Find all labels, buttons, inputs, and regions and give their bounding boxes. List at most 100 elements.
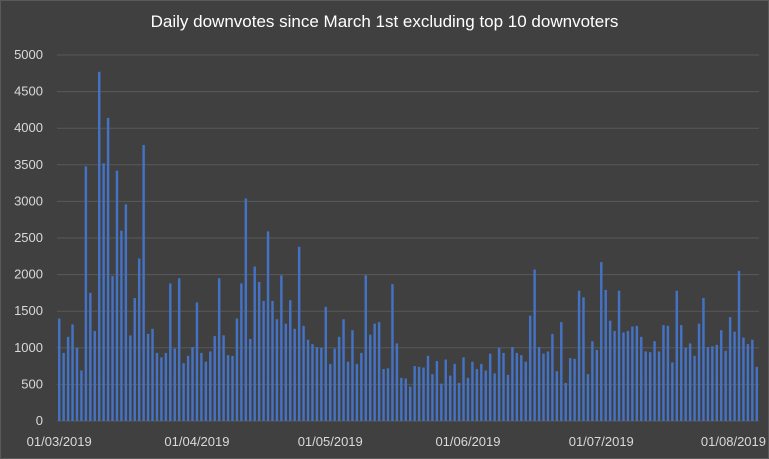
bar bbox=[195, 302, 199, 421]
bar bbox=[608, 320, 612, 421]
bar bbox=[671, 362, 674, 421]
bar bbox=[346, 361, 350, 421]
bar bbox=[142, 145, 145, 422]
bar bbox=[626, 330, 630, 421]
bar bbox=[369, 334, 372, 421]
bar bbox=[271, 300, 274, 421]
bar bbox=[377, 322, 381, 421]
bar bbox=[431, 374, 434, 421]
bar bbox=[311, 344, 314, 421]
bar bbox=[173, 348, 176, 421]
bar bbox=[93, 330, 96, 421]
x-tick-label: 01/05/2019 bbox=[298, 434, 363, 449]
bar bbox=[280, 275, 283, 421]
bar bbox=[315, 347, 319, 421]
bar bbox=[697, 323, 701, 421]
bar bbox=[306, 339, 310, 421]
bar bbox=[395, 343, 399, 421]
bar bbox=[151, 328, 154, 421]
bar bbox=[564, 382, 567, 421]
bar bbox=[400, 377, 403, 421]
bar bbox=[373, 323, 376, 421]
bar bbox=[457, 382, 461, 421]
bar bbox=[324, 306, 328, 421]
bar bbox=[404, 378, 407, 421]
bar bbox=[164, 352, 168, 421]
bar bbox=[106, 117, 110, 421]
bar bbox=[635, 325, 639, 421]
bar bbox=[742, 337, 745, 421]
bar bbox=[488, 353, 492, 421]
x-tick-label: 01/06/2019 bbox=[435, 434, 500, 449]
bar bbox=[342, 319, 345, 421]
bar bbox=[231, 355, 234, 421]
bar bbox=[640, 336, 643, 421]
bar bbox=[528, 315, 532, 421]
bar bbox=[226, 355, 230, 421]
bar bbox=[440, 383, 443, 421]
bar bbox=[62, 352, 65, 421]
y-tick-label: 2500 bbox=[14, 230, 43, 245]
bar bbox=[129, 335, 132, 421]
bar bbox=[382, 369, 385, 421]
y-tick-label: 3000 bbox=[14, 193, 43, 208]
bar bbox=[533, 269, 536, 421]
bar bbox=[169, 283, 172, 421]
bar bbox=[66, 336, 70, 421]
bar bbox=[115, 170, 119, 421]
bar bbox=[302, 325, 305, 421]
x-tick-label: 01/04/2019 bbox=[164, 434, 229, 449]
bar bbox=[568, 358, 572, 421]
y-tick-label: 4500 bbox=[14, 84, 43, 99]
bar bbox=[688, 343, 692, 421]
bar bbox=[244, 198, 248, 421]
bar bbox=[413, 366, 416, 421]
bar bbox=[600, 262, 603, 421]
bar bbox=[320, 347, 323, 421]
bar bbox=[493, 373, 496, 421]
bar bbox=[511, 347, 514, 421]
bar bbox=[733, 331, 736, 421]
bar bbox=[484, 370, 487, 421]
bar bbox=[426, 355, 430, 421]
bar bbox=[684, 347, 687, 421]
bar bbox=[506, 374, 510, 421]
bar bbox=[386, 368, 390, 421]
bar bbox=[444, 359, 447, 421]
bar bbox=[573, 358, 576, 421]
bar bbox=[337, 336, 341, 421]
bar bbox=[111, 276, 114, 421]
bar bbox=[751, 339, 754, 421]
bar bbox=[253, 266, 256, 421]
bar bbox=[551, 333, 554, 421]
bar bbox=[360, 352, 363, 421]
bar bbox=[537, 347, 541, 421]
bar bbox=[497, 347, 501, 421]
chart-title: Daily downvotes since March 1st excludin… bbox=[150, 12, 619, 31]
bar bbox=[560, 322, 563, 421]
bar bbox=[715, 344, 719, 421]
bar bbox=[644, 351, 647, 421]
bar bbox=[222, 335, 225, 421]
bar bbox=[71, 324, 74, 421]
bar bbox=[448, 375, 452, 421]
bar bbox=[209, 351, 212, 421]
y-tick-label: 3500 bbox=[14, 157, 43, 172]
bar bbox=[297, 246, 301, 421]
bar bbox=[480, 363, 483, 421]
bar bbox=[329, 363, 332, 421]
bar bbox=[177, 278, 181, 421]
x-tick-label: 01/07/2019 bbox=[569, 434, 634, 449]
y-tick-label: 1000 bbox=[14, 340, 43, 355]
bar bbox=[502, 352, 505, 421]
bar bbox=[417, 366, 421, 421]
y-tick-label: 0 bbox=[36, 413, 43, 428]
bar bbox=[182, 363, 185, 421]
bar bbox=[262, 300, 265, 421]
bar bbox=[160, 357, 163, 421]
bar bbox=[137, 258, 141, 421]
bar bbox=[422, 367, 425, 421]
bar bbox=[466, 377, 470, 421]
bar bbox=[648, 352, 652, 421]
